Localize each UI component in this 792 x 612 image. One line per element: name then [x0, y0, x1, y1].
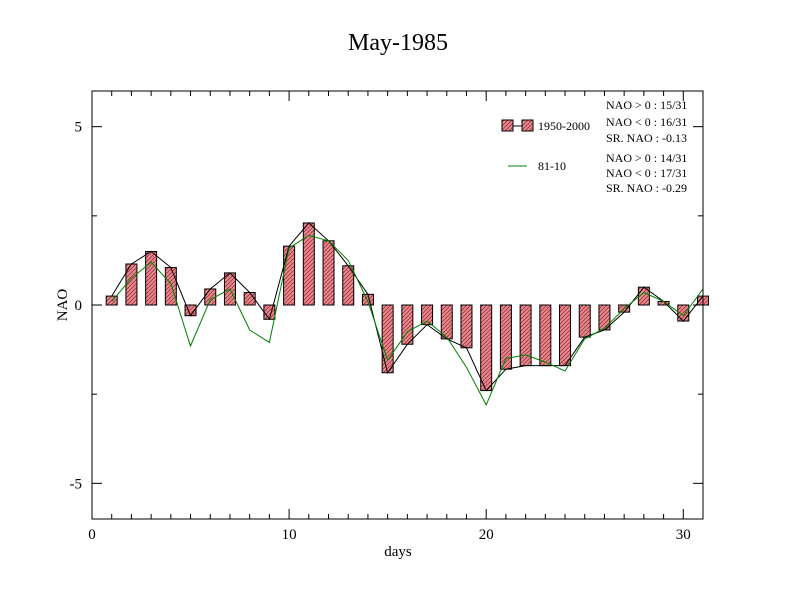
legend-label-81-10: 81-10: [538, 159, 566, 173]
bar-day-19: [460, 304, 473, 349]
stat-1950-sr: SR. NAO : -0.13: [606, 131, 687, 145]
x-tick-label: 0: [88, 527, 96, 543]
bar-day-3: [145, 251, 158, 306]
legend: 1950-2000 81-10: [501, 119, 590, 173]
stat-8110-neg: NAO < 0 : 17/31: [606, 166, 687, 180]
x-tick-label: 10: [282, 527, 297, 543]
bar-day-23: [539, 304, 552, 367]
line-series: [111, 222, 704, 407]
stat-1950-neg: NAO < 0 : 16/31: [606, 115, 687, 129]
bar-day-15: [381, 304, 394, 374]
legend-bar-swatch-right: [521, 119, 534, 132]
x-axis-label: days: [384, 544, 412, 560]
stat-8110-sr: SR. NAO : -0.29: [606, 181, 687, 195]
legend-label-1950-2000: 1950-2000: [538, 119, 590, 133]
bar-day-6: [204, 288, 217, 306]
line-81-10: [111, 234, 704, 407]
legend-bar-swatch-left: [501, 119, 514, 132]
y-tick-label: 5: [75, 120, 83, 136]
bar-day-25: [578, 304, 591, 338]
stats-annotations: NAO > 0 : 15/31 NAO < 0 : 16/31 SR. NAO …: [606, 98, 687, 195]
stat-8110-pos: NAO > 0 : 14/31: [606, 151, 687, 165]
bar-day-24: [559, 304, 572, 367]
x-tick-label: 20: [479, 527, 494, 543]
bar-day-12: [322, 240, 335, 306]
bar-day-20: [480, 304, 493, 392]
stat-1950-pos: NAO > 0 : 15/31: [606, 98, 687, 112]
bar-day-9: [263, 304, 276, 320]
bar-day-8: [243, 292, 256, 306]
axis-ticks: 0 10 20 30 5 0 -5: [70, 91, 704, 543]
bar-day-4: [164, 267, 177, 306]
y-axis-label: NAO: [55, 289, 71, 322]
y-tick-label: -5: [70, 476, 83, 492]
bar-day-16: [401, 304, 414, 345]
x-tick-label: 30: [676, 527, 691, 543]
bar-day-10: [283, 245, 296, 306]
line-1950-2000: [111, 222, 704, 392]
y-tick-label: 0: [75, 298, 83, 314]
chart-title: May-1985: [348, 30, 448, 56]
